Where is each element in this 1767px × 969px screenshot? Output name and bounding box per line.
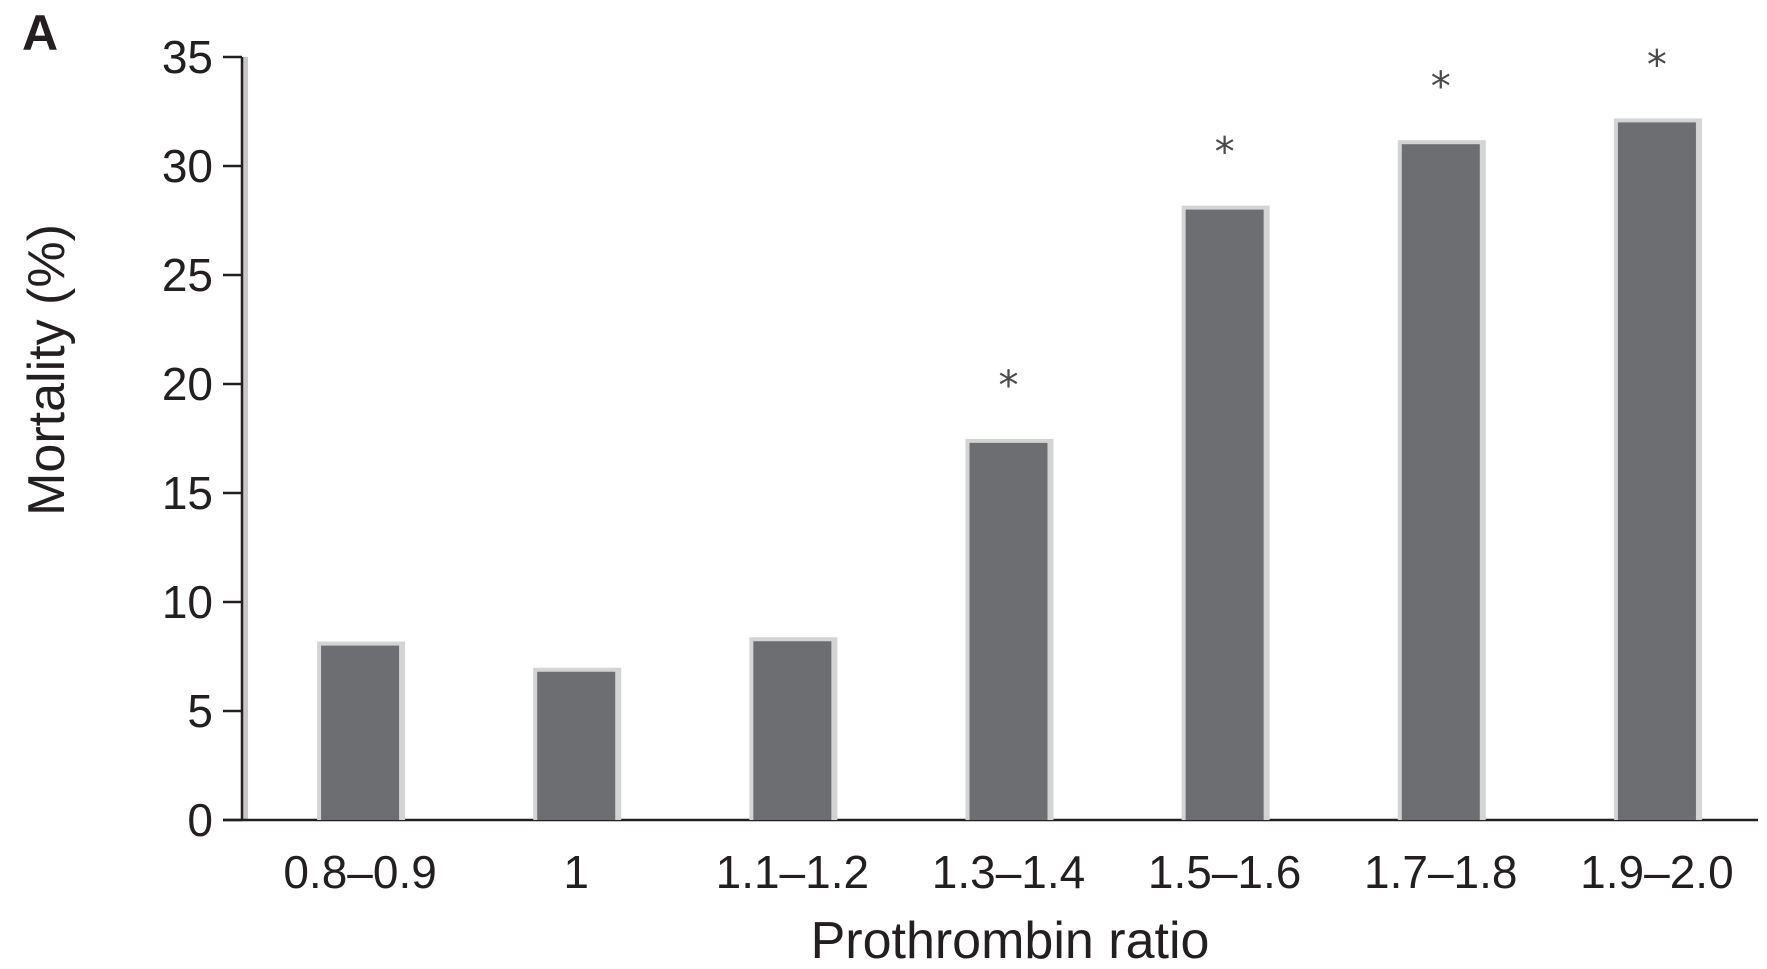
- x-axis: 0.8–0.9 1 1.1–1.2 1.3–1.4 1.5–1.6 1.7–1.8 1.9–…: [223, 818, 1758, 898]
- bar: [321, 645, 400, 820]
- y-tick-label: 0: [187, 794, 213, 846]
- x-tick-label: 1.7–1.8: [1364, 846, 1517, 898]
- y-axis: 0 5 10 15 20 25 30 35: [162, 31, 248, 846]
- y-tick-label: 20: [162, 358, 213, 410]
- bar: [1185, 209, 1264, 821]
- y-tick-label: 30: [162, 140, 213, 192]
- bar: [969, 442, 1048, 820]
- y-tick-label: 35: [162, 31, 213, 83]
- y-tick-label: 25: [162, 249, 213, 301]
- x-tick-label: 1: [563, 846, 589, 898]
- x-tick-label: 1.1–1.2: [716, 846, 869, 898]
- x-tick-label: 0.8–0.9: [283, 846, 436, 898]
- y-axis-title: Mortality (%): [18, 224, 76, 516]
- panel-label: A: [22, 5, 58, 61]
- significance-asterisk: *: [1647, 42, 1667, 88]
- bar: [1401, 144, 1480, 820]
- x-axis-title: Prothrombin ratio: [811, 912, 1210, 969]
- y-tick-label: 15: [162, 467, 213, 519]
- bar: [753, 641, 832, 820]
- significance-asterisk: *: [1431, 64, 1451, 110]
- y-tick-label: 5: [187, 685, 213, 737]
- x-tick-label: 1.5–1.6: [1148, 846, 1301, 898]
- significance-asterisk: *: [1215, 130, 1235, 176]
- x-tick-label: 1.9–2.0: [1580, 846, 1733, 898]
- bar: [537, 671, 616, 820]
- bar-annotations: * * * *: [999, 42, 1667, 408]
- x-tick-label: 1.3–1.4: [932, 846, 1085, 898]
- bars: [317, 118, 1702, 821]
- y-tick-label: 10: [162, 576, 213, 628]
- significance-asterisk: *: [999, 363, 1019, 409]
- bar: [1617, 122, 1696, 820]
